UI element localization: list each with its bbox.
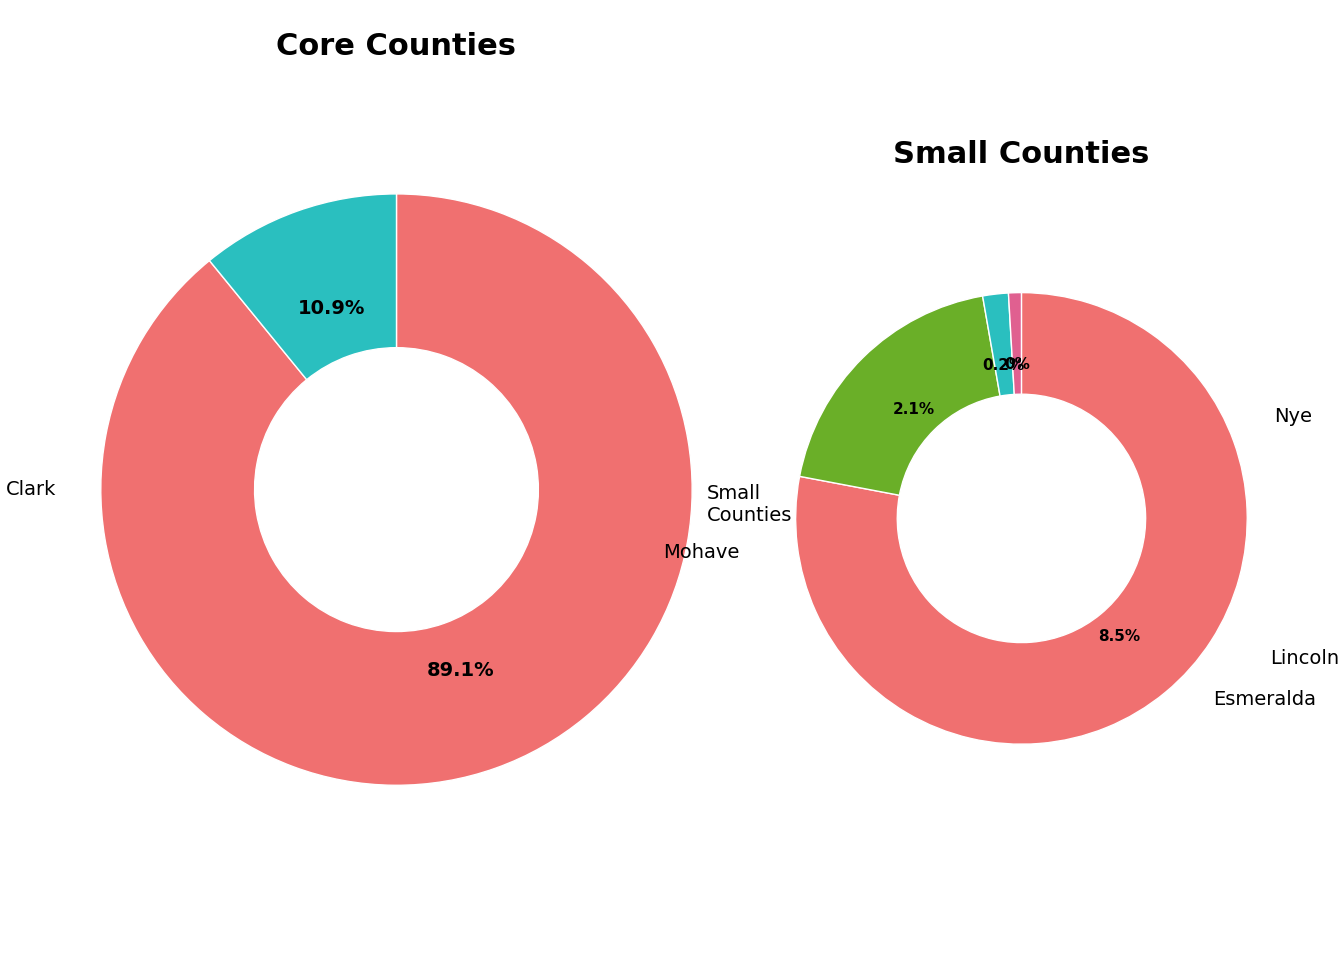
Wedge shape bbox=[101, 194, 692, 785]
Text: 0.2%: 0.2% bbox=[982, 358, 1025, 373]
Wedge shape bbox=[982, 293, 1015, 396]
Wedge shape bbox=[796, 293, 1247, 744]
Text: Esmeralda: Esmeralda bbox=[1214, 689, 1316, 708]
Text: 0%: 0% bbox=[1004, 357, 1030, 372]
Text: Mohave: Mohave bbox=[663, 542, 739, 562]
Text: 8.5%: 8.5% bbox=[1098, 629, 1141, 644]
Text: Small
Counties: Small Counties bbox=[707, 484, 793, 525]
Title: Core Counties: Core Counties bbox=[277, 33, 516, 61]
Text: 2.1%: 2.1% bbox=[892, 401, 934, 417]
Wedge shape bbox=[210, 194, 396, 379]
Text: Lincoln: Lincoln bbox=[1270, 649, 1339, 668]
Wedge shape bbox=[1008, 293, 1021, 395]
Text: 89.1%: 89.1% bbox=[427, 661, 495, 680]
Text: Nye: Nye bbox=[1274, 407, 1312, 426]
Title: Small Counties: Small Counties bbox=[894, 140, 1149, 169]
Text: 10.9%: 10.9% bbox=[298, 300, 366, 318]
Text: Clark: Clark bbox=[7, 480, 56, 499]
Wedge shape bbox=[800, 296, 1000, 495]
